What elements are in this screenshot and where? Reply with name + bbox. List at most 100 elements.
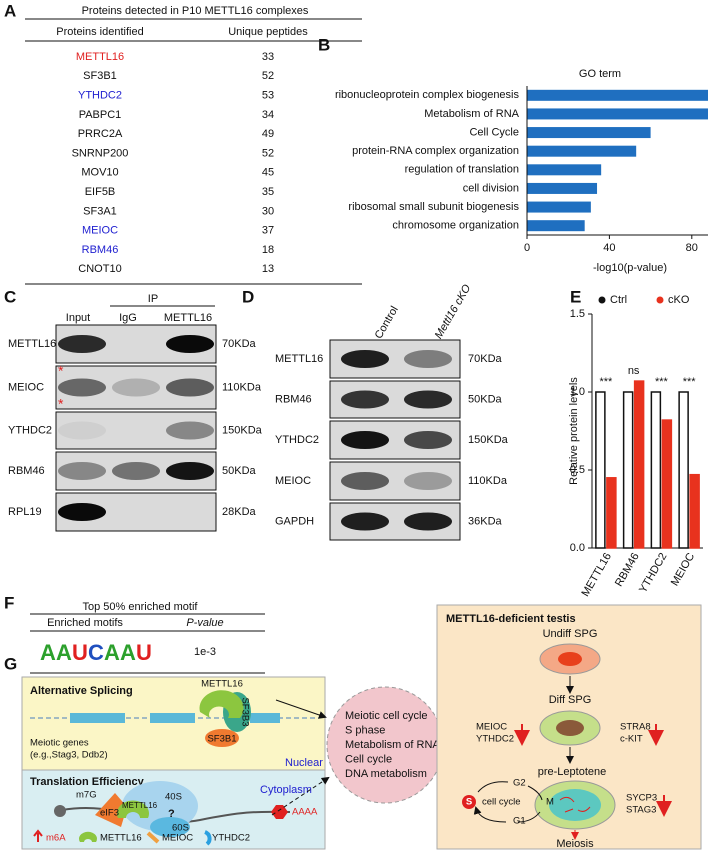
- bar: [527, 220, 585, 232]
- exon: [70, 713, 125, 723]
- size-label: 70KDa: [468, 353, 503, 365]
- panel-label: G: [4, 654, 17, 673]
- category-label: ribosomal small subunit biogenesis: [348, 201, 519, 213]
- band: [58, 462, 106, 480]
- label: METTL16: [201, 679, 243, 690]
- logo-letter: U: [136, 640, 152, 665]
- label: SF3B1: [207, 734, 236, 745]
- x-tick-label: YTHDC2: [637, 551, 669, 595]
- table-title: Top 50% enriched motif: [83, 601, 199, 613]
- label: AAAA: [292, 807, 318, 818]
- x-tick-label: METTL16: [579, 551, 614, 599]
- x-tick-label: 80: [686, 242, 698, 254]
- bar: [527, 127, 651, 139]
- peptide-count: 33: [262, 51, 274, 63]
- protein-label: MEIOC: [275, 475, 311, 487]
- band: [404, 472, 452, 490]
- label: METTL16: [122, 801, 158, 810]
- panel-label: D: [242, 287, 254, 306]
- band: [404, 431, 452, 449]
- process: DNA metabolism: [345, 768, 427, 780]
- peptide-count: 49: [262, 128, 274, 140]
- legend-label: YTHDC2: [212, 833, 250, 844]
- exon: [250, 713, 280, 723]
- nucleus: [556, 720, 584, 736]
- panel-label: B: [318, 35, 330, 54]
- phase: M: [546, 797, 554, 808]
- label: Nuclear: [285, 757, 323, 769]
- size-label: 28KDa: [222, 506, 257, 518]
- mettl16-shape: [117, 800, 149, 818]
- protein-label: METTL16: [275, 353, 323, 365]
- peptide-count: 52: [262, 147, 274, 159]
- chart-title: GO term: [579, 68, 621, 80]
- band: [166, 421, 214, 440]
- label: ?: [168, 808, 175, 820]
- legend-marker: [598, 296, 606, 304]
- lane-label: Input: [66, 312, 90, 324]
- legend-label: Ctrl: [610, 294, 627, 306]
- band: [58, 335, 106, 353]
- legend-icon: [79, 831, 97, 842]
- logo-letter: A: [120, 640, 136, 665]
- legend-label: METTL16: [100, 833, 142, 844]
- size-label: 150KDa: [222, 424, 263, 436]
- box-title: Translation Efficiency: [30, 776, 145, 788]
- legend-marker: [656, 296, 664, 304]
- protein-name: MOV10: [81, 167, 118, 179]
- peptide-count: 37: [262, 225, 274, 237]
- size-label: 70KDa: [222, 338, 257, 350]
- box-title: METTL16-deficient testis: [446, 613, 576, 625]
- cycle-arrow: [476, 781, 543, 823]
- y-tick-label: 0.5: [570, 464, 585, 476]
- category-label: cell division: [463, 182, 519, 194]
- label: SF3B3: [239, 697, 250, 726]
- bar: [606, 477, 617, 549]
- bar: [622, 391, 634, 549]
- protein-label: RBM46: [275, 393, 312, 405]
- eif3-shape: [95, 793, 127, 827]
- significance: ***: [655, 376, 669, 388]
- bar: [689, 473, 700, 549]
- protein-name: SNRNP200: [72, 147, 129, 159]
- polya-signal: [271, 805, 288, 819]
- phase: G2: [513, 778, 526, 789]
- legend-label: m6A: [46, 833, 66, 844]
- panel-label: E: [570, 287, 581, 306]
- category-label: Metabolism of RNA: [424, 108, 519, 120]
- protein-name: PRRC2A: [78, 128, 123, 140]
- label: (e.g.,Stag3, Ddb2): [30, 750, 108, 761]
- blot-panel: [55, 411, 217, 450]
- y-tick-label: 0.0: [570, 542, 585, 554]
- asterisk: *: [58, 396, 64, 412]
- band: [341, 350, 389, 368]
- m6a-icon: [33, 829, 43, 842]
- lane-label: METTL16: [164, 312, 212, 324]
- bar: [595, 391, 606, 549]
- peptide-count: 35: [262, 186, 274, 198]
- peptide-count: 30: [262, 205, 274, 217]
- peptide-count: 34: [262, 109, 274, 121]
- gene: STRA8: [620, 722, 651, 733]
- western-blot: METTL16 70KDa MEIOC 110KDa YTHDC2 150KDa RBM46…: [8, 312, 263, 532]
- western-blot: METTL16 70KDa RBM46 50KDa YTHDC2 150KDa MEIOC 1…: [275, 339, 509, 541]
- size-label: 110KDa: [222, 381, 262, 393]
- legend-label: MEIOC: [162, 833, 193, 844]
- band: [58, 378, 106, 397]
- x-tick-label: MEIOC: [669, 551, 697, 588]
- size-label: 50KDa: [222, 465, 257, 477]
- chromatin: [559, 796, 591, 813]
- label: Meiotic genes: [30, 738, 89, 749]
- column-header: P-value: [186, 617, 223, 629]
- significance: ***: [683, 376, 697, 388]
- bar: [527, 89, 708, 101]
- panel-label: C: [4, 287, 16, 306]
- column-header: Enriched motifs: [47, 617, 123, 629]
- x-tick-label: RBM46: [613, 551, 642, 589]
- bar: [661, 419, 673, 549]
- process-list: Meiotic cell cycle S phase Metabolism of R…: [345, 710, 440, 780]
- process: S phase: [345, 724, 385, 736]
- y-tick-label: 1.0: [570, 386, 585, 398]
- y-tick-label: 1.5: [570, 308, 585, 320]
- column-header: Proteins identified: [56, 26, 143, 38]
